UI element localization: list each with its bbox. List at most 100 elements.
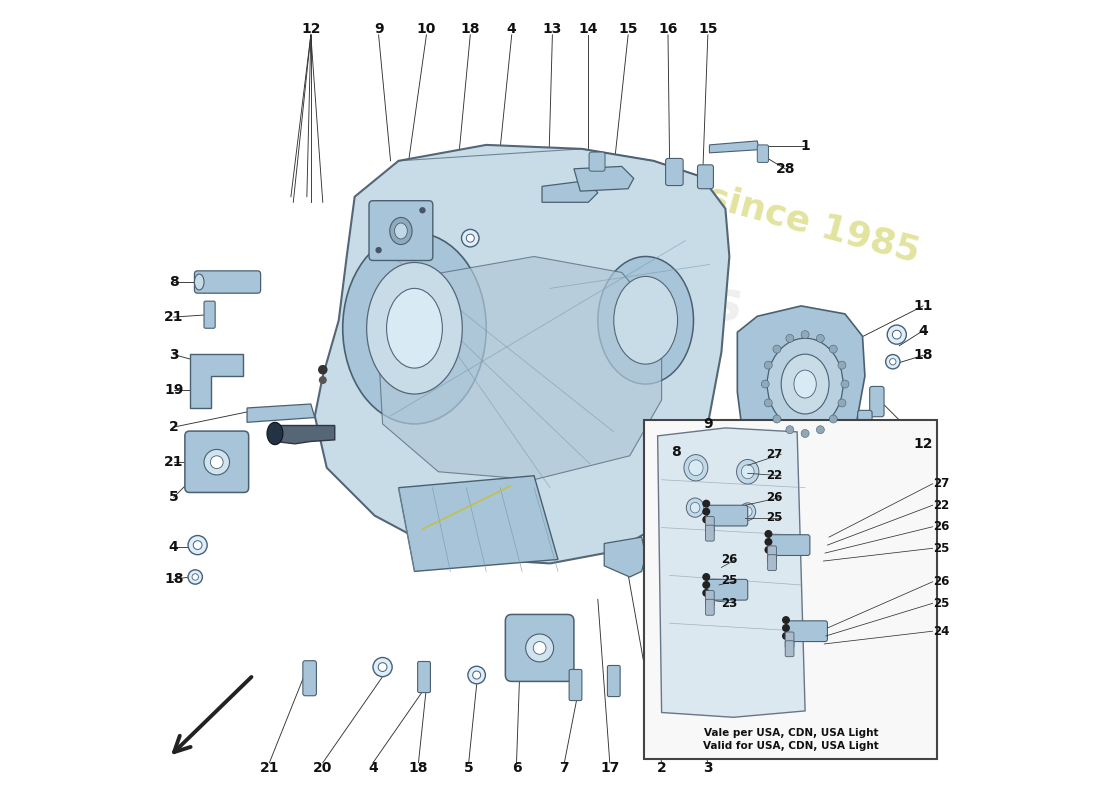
Text: 9: 9 — [374, 22, 384, 36]
Circle shape — [816, 334, 824, 342]
Text: 7: 7 — [560, 762, 569, 775]
FancyBboxPatch shape — [705, 599, 714, 615]
FancyBboxPatch shape — [705, 590, 714, 606]
Circle shape — [785, 334, 794, 342]
FancyBboxPatch shape — [785, 632, 794, 648]
Ellipse shape — [204, 450, 230, 475]
Text: 22: 22 — [933, 498, 949, 512]
Ellipse shape — [534, 642, 546, 654]
Ellipse shape — [526, 634, 553, 662]
Text: 5: 5 — [168, 490, 178, 504]
Circle shape — [764, 361, 772, 369]
Ellipse shape — [597, 257, 693, 384]
Text: 14: 14 — [579, 22, 598, 36]
FancyBboxPatch shape — [870, 386, 884, 417]
Circle shape — [764, 399, 772, 407]
Circle shape — [702, 573, 711, 581]
Polygon shape — [574, 166, 634, 191]
Ellipse shape — [192, 574, 198, 580]
FancyBboxPatch shape — [368, 201, 432, 261]
Ellipse shape — [686, 498, 704, 518]
Text: 26: 26 — [933, 575, 949, 588]
Polygon shape — [542, 181, 597, 202]
Text: 21: 21 — [260, 762, 279, 775]
Text: 25: 25 — [933, 542, 949, 554]
Ellipse shape — [378, 662, 387, 671]
Circle shape — [761, 380, 769, 388]
Circle shape — [764, 530, 772, 538]
FancyBboxPatch shape — [195, 271, 261, 293]
Circle shape — [816, 426, 824, 434]
Text: 4: 4 — [918, 324, 928, 338]
Ellipse shape — [194, 541, 202, 550]
Polygon shape — [378, 257, 661, 480]
Polygon shape — [737, 306, 865, 464]
FancyBboxPatch shape — [204, 301, 216, 328]
Text: 12: 12 — [913, 437, 933, 451]
Circle shape — [702, 508, 711, 515]
Ellipse shape — [737, 459, 759, 484]
Text: 11: 11 — [913, 299, 933, 313]
Ellipse shape — [767, 338, 843, 430]
FancyBboxPatch shape — [607, 666, 620, 697]
FancyBboxPatch shape — [302, 661, 317, 696]
Circle shape — [838, 361, 846, 369]
Text: 27: 27 — [933, 478, 949, 490]
Text: 3: 3 — [169, 347, 178, 362]
Ellipse shape — [684, 454, 708, 481]
Polygon shape — [275, 426, 334, 444]
Text: 18: 18 — [164, 572, 184, 586]
FancyBboxPatch shape — [418, 662, 430, 693]
Ellipse shape — [188, 570, 202, 584]
Text: Valid for USA, CDN, USA Light: Valid for USA, CDN, USA Light — [703, 741, 879, 751]
Circle shape — [782, 624, 790, 632]
FancyBboxPatch shape — [786, 621, 827, 642]
Text: 5: 5 — [464, 762, 474, 775]
FancyBboxPatch shape — [569, 670, 582, 701]
Text: 9: 9 — [703, 417, 713, 431]
Text: 18: 18 — [913, 348, 933, 362]
Circle shape — [702, 515, 711, 523]
FancyBboxPatch shape — [707, 506, 748, 526]
Ellipse shape — [744, 506, 752, 517]
Text: 12: 12 — [301, 22, 320, 36]
Text: eurocarparts: eurocarparts — [358, 278, 742, 330]
Text: 24: 24 — [933, 625, 949, 638]
Text: 23: 23 — [722, 597, 737, 610]
FancyBboxPatch shape — [768, 546, 777, 562]
FancyBboxPatch shape — [185, 431, 249, 493]
Ellipse shape — [614, 277, 678, 364]
Ellipse shape — [210, 456, 223, 469]
Text: 20: 20 — [314, 762, 332, 775]
Circle shape — [702, 500, 711, 508]
Ellipse shape — [739, 503, 756, 520]
Text: a passion for parts: a passion for parts — [398, 391, 606, 440]
Circle shape — [764, 546, 772, 554]
Polygon shape — [658, 428, 805, 718]
Ellipse shape — [188, 535, 207, 554]
Circle shape — [702, 589, 711, 597]
Text: 25: 25 — [933, 597, 949, 610]
Circle shape — [782, 632, 790, 640]
FancyBboxPatch shape — [844, 433, 858, 463]
Ellipse shape — [468, 666, 485, 684]
Text: 19: 19 — [164, 383, 184, 398]
Ellipse shape — [267, 422, 283, 445]
Text: Vale per USA, CDN, USA Light: Vale per USA, CDN, USA Light — [704, 728, 878, 738]
Text: 16: 16 — [658, 22, 678, 36]
Ellipse shape — [689, 460, 703, 476]
FancyBboxPatch shape — [707, 579, 748, 600]
Ellipse shape — [366, 262, 462, 394]
FancyBboxPatch shape — [666, 158, 683, 186]
Text: 18: 18 — [409, 762, 428, 775]
Ellipse shape — [890, 358, 896, 365]
Text: 18: 18 — [461, 22, 480, 36]
Text: 4: 4 — [168, 541, 178, 554]
Circle shape — [773, 415, 781, 423]
Circle shape — [801, 430, 810, 438]
Circle shape — [319, 376, 327, 384]
Text: 17: 17 — [601, 762, 619, 775]
Text: 1: 1 — [800, 139, 810, 154]
Ellipse shape — [389, 218, 412, 245]
Ellipse shape — [691, 502, 700, 513]
